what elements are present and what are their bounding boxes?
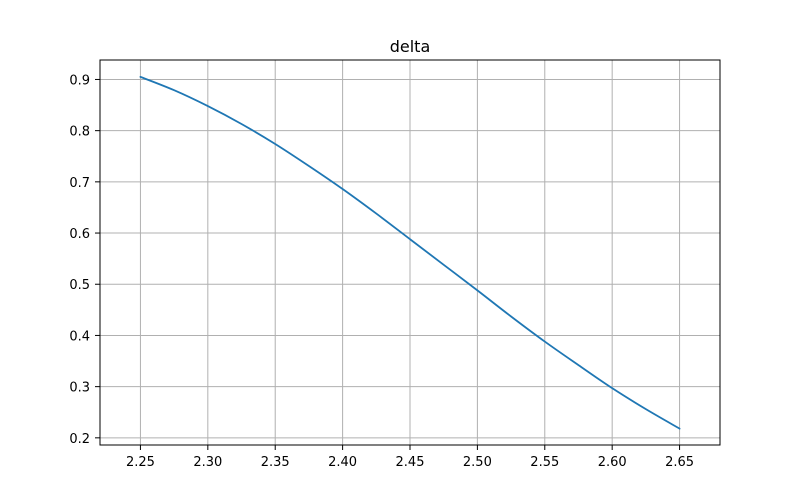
x-tick-label: 2.25 — [126, 455, 155, 470]
y-tick-label: 0.5 — [69, 278, 90, 293]
x-tick-label: 2.50 — [463, 455, 492, 470]
series-layer — [139, 75, 681, 430]
y-tick-label: 0.9 — [69, 73, 90, 88]
y-tick-label: 0.7 — [69, 176, 90, 191]
x-tick-label: 2.55 — [530, 455, 559, 470]
x-tick-label: 2.60 — [598, 455, 627, 470]
series-line — [139, 75, 681, 430]
y-tick-label: 0.2 — [69, 432, 90, 447]
y-tick-label: 0.8 — [69, 125, 90, 140]
y-tick-label: 0.3 — [69, 381, 90, 396]
chart-title: delta — [390, 37, 431, 56]
x-tick-label: 2.30 — [193, 455, 222, 470]
y-tick-label: 0.6 — [69, 227, 90, 242]
x-tick-label: 2.65 — [665, 455, 694, 470]
y-axis-ticks: 0.2 0.3 0.4 0.5 0.6 0.7 0.8 0.9 — [69, 73, 100, 447]
y-tick-label: 0.4 — [69, 329, 90, 344]
x-tick-label: 2.35 — [261, 455, 290, 470]
x-tick-label: 2.45 — [396, 455, 425, 470]
x-tick-label: 2.40 — [328, 455, 357, 470]
x-axis-ticks: 2.25 2.30 2.35 2.40 2.45 2.50 2.55 2.60 2.65 — [126, 445, 694, 470]
grid-lines — [100, 60, 720, 445]
